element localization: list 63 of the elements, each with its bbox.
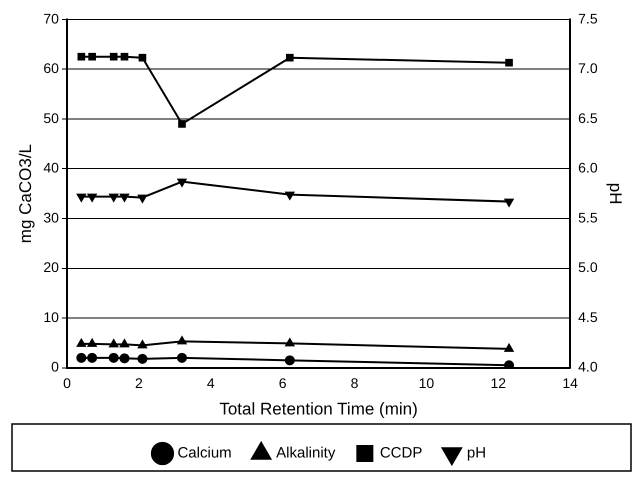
x-tick-label: 6	[278, 375, 287, 392]
point	[505, 58, 513, 67]
y-tick-label: 70	[43, 10, 60, 26]
y2-tick-label: 5.5	[578, 209, 598, 226]
point	[285, 338, 294, 346]
y-tick-label: 10	[43, 308, 60, 325]
point	[120, 52, 128, 61]
point	[138, 194, 147, 203]
point	[285, 192, 294, 200]
x-axis-title: Total Retention Time (min)	[219, 399, 418, 418]
point	[504, 344, 514, 352]
x-tick-label: 12	[490, 375, 506, 392]
point	[178, 178, 186, 187]
x-tick-label: 2	[134, 375, 143, 392]
point	[138, 54, 146, 62]
point	[88, 194, 97, 202]
point	[87, 352, 98, 363]
point	[110, 52, 118, 61]
y-tick-label: 20	[43, 259, 60, 276]
point	[120, 339, 129, 348]
y-axis-title: mg CaCO3/L	[16, 144, 35, 244]
point	[120, 194, 129, 202]
point	[119, 353, 130, 364]
y2-axis-title: pH	[606, 182, 626, 204]
point	[137, 354, 148, 364]
point	[78, 52, 86, 61]
y2-tick-label: 6.5	[578, 110, 598, 126]
point	[88, 52, 96, 61]
x-tick-label: 8	[350, 375, 359, 392]
y2-tick-label: 4.5	[578, 308, 598, 325]
point	[138, 340, 147, 348]
legend-label: CCDP	[380, 444, 422, 462]
y-tick-label: 30	[43, 209, 60, 226]
y2-tick-label: 5.0	[578, 259, 598, 276]
x-tick-label: 4	[206, 375, 215, 392]
x-tick-label: 0	[63, 375, 72, 392]
x-tick-label: 10	[418, 375, 434, 392]
y-tick-label: 50	[43, 110, 60, 126]
point	[286, 54, 294, 62]
point	[88, 338, 97, 347]
point	[284, 355, 295, 366]
point	[178, 120, 186, 128]
point	[504, 360, 514, 368]
legend-label: pH	[466, 444, 486, 462]
y2-tick-label: 7.5	[578, 10, 598, 26]
y-tick-label: 40	[43, 160, 60, 176]
legend-label: Alkalinity	[276, 444, 336, 462]
point	[76, 338, 86, 347]
point	[76, 194, 86, 202]
point	[176, 352, 187, 363]
point	[109, 339, 118, 348]
y2-tick-label: 6.0	[578, 160, 598, 176]
y-tick-label: 60	[43, 60, 60, 76]
point	[178, 336, 186, 344]
point	[76, 352, 86, 363]
point	[108, 352, 119, 363]
point	[504, 198, 514, 207]
x-tick-label: 14	[562, 375, 578, 392]
y2-tick-label: 4.0	[578, 358, 598, 375]
point	[109, 194, 118, 202]
legend-label: Calcium	[177, 444, 232, 462]
y2-tick-label: 7.0	[578, 60, 598, 76]
y-tick-label: 0	[51, 358, 60, 375]
